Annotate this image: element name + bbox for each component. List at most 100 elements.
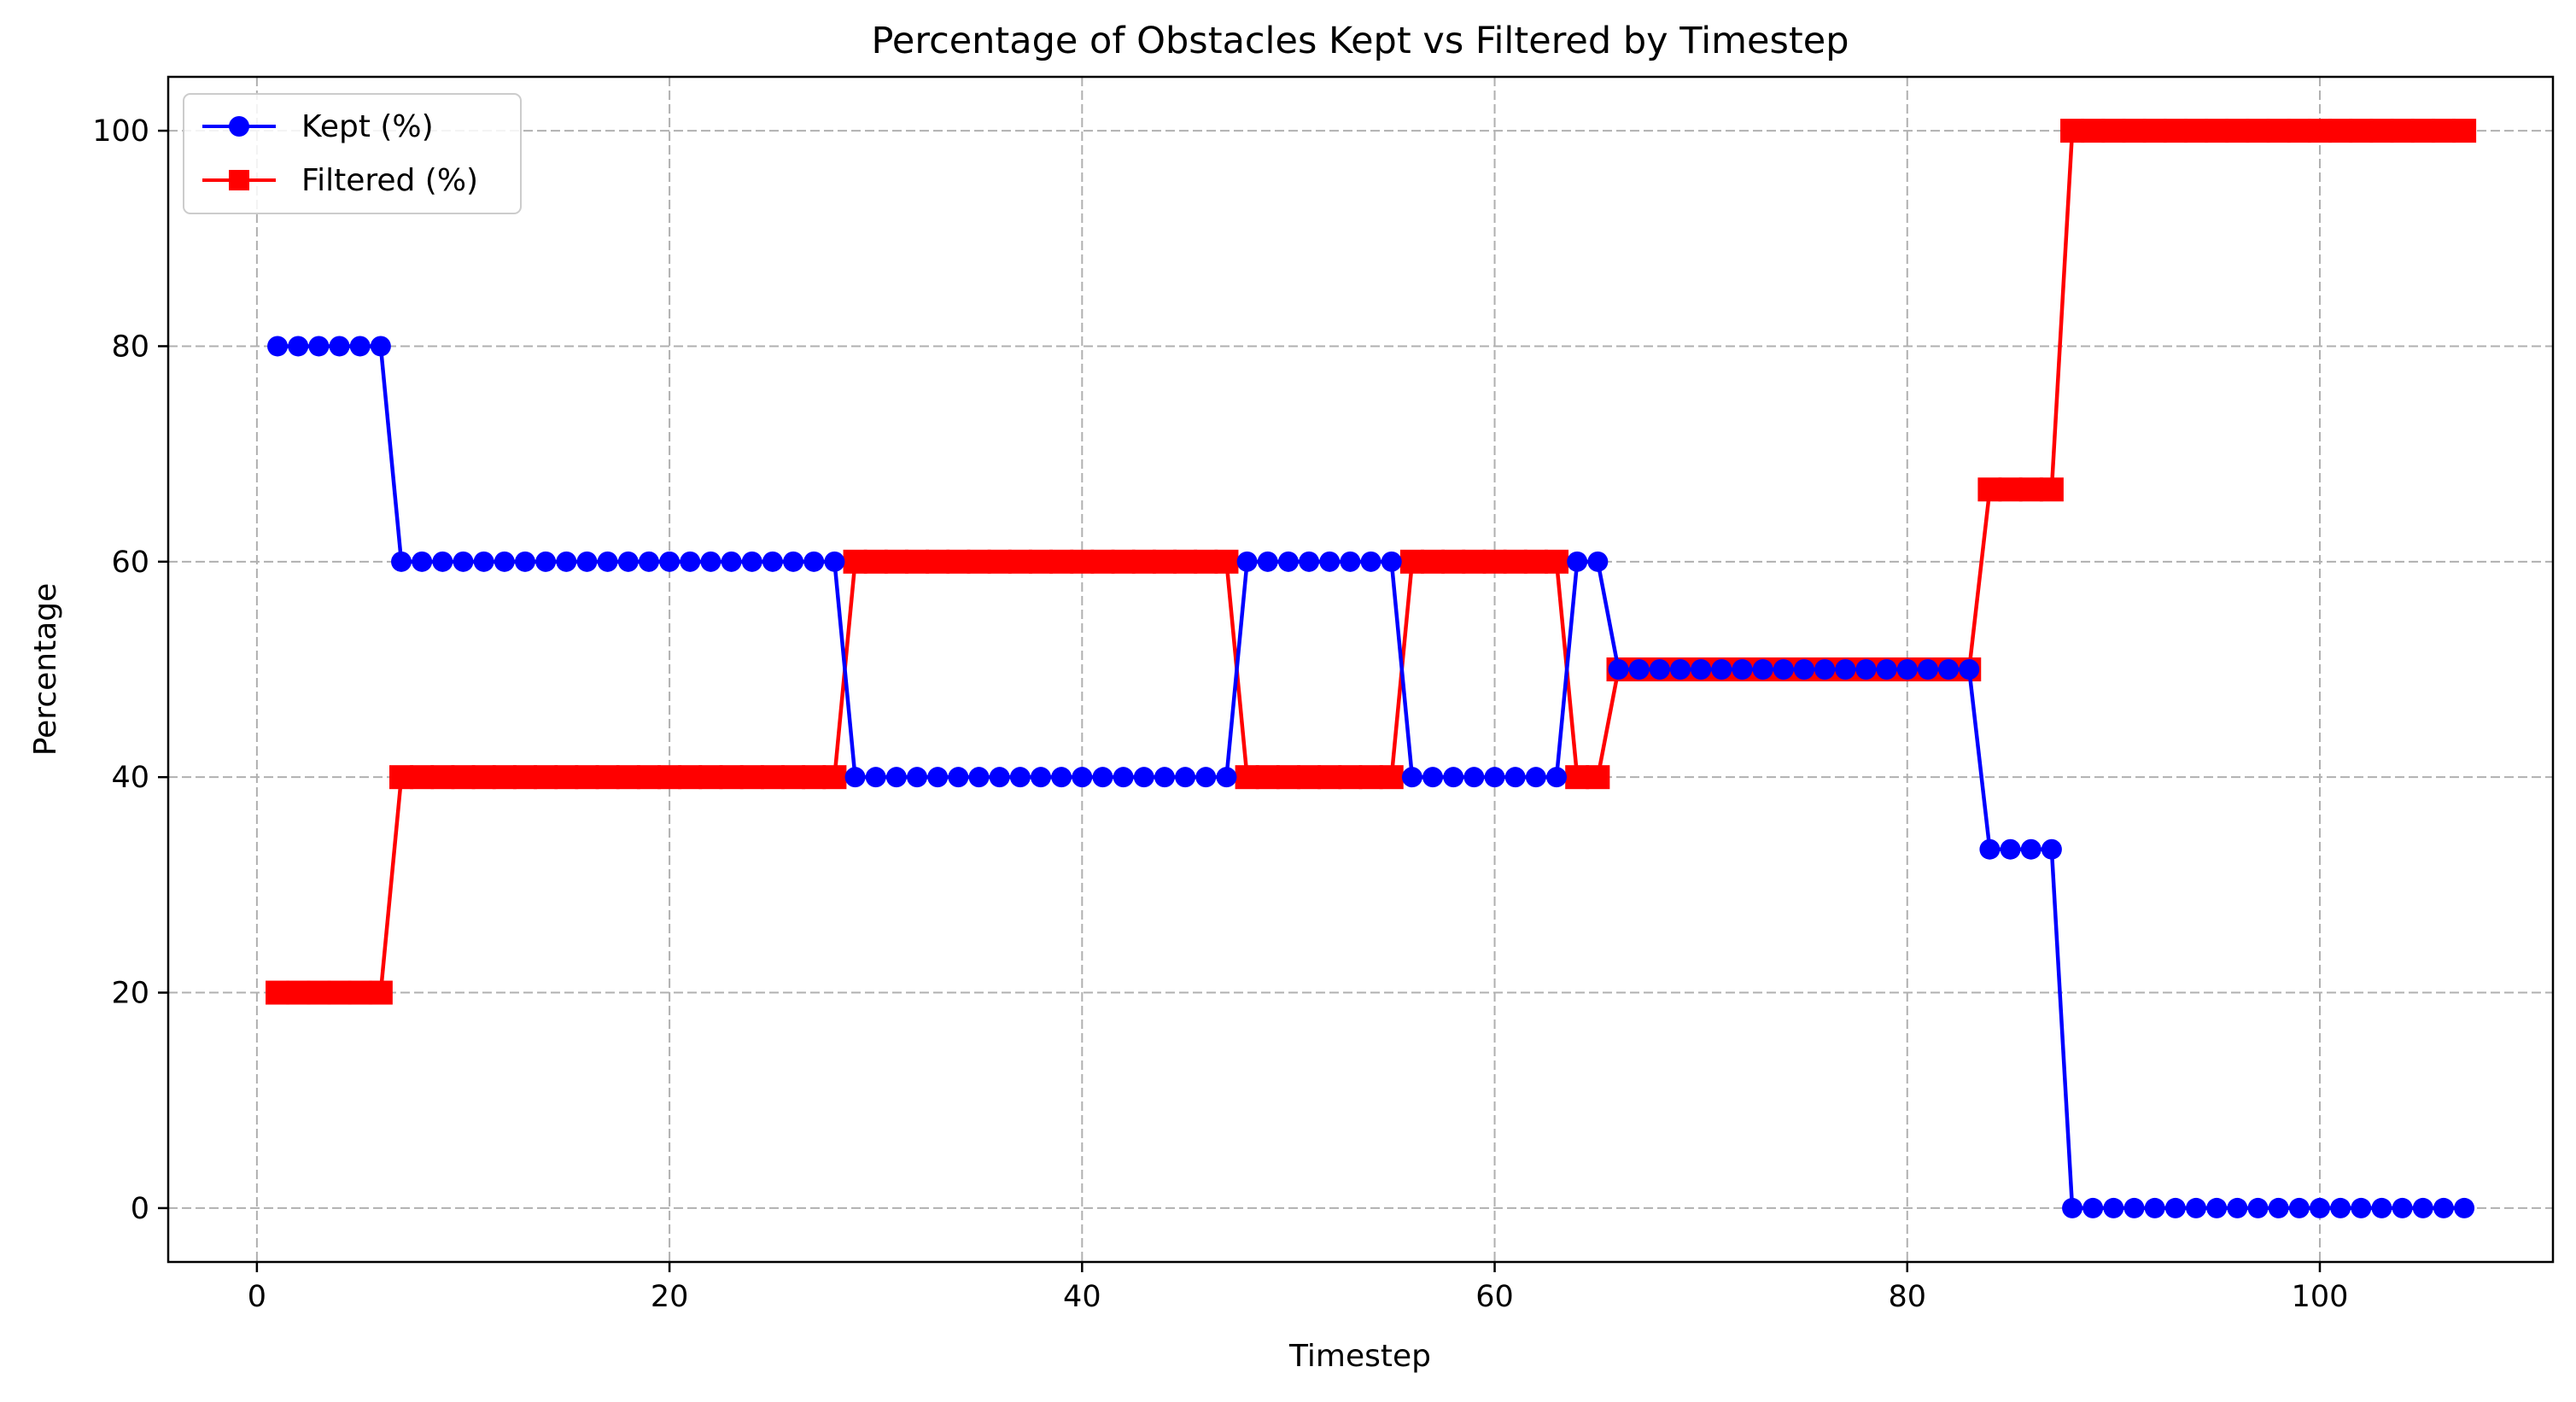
data-point (905, 549, 930, 574)
data-point (865, 767, 886, 788)
data-point (1587, 551, 1609, 572)
data-point (1008, 549, 1032, 574)
legend-filtered-label: Filtered (%) (301, 163, 478, 198)
data-point (1297, 765, 1322, 790)
data-point (1070, 549, 1095, 574)
data-point (844, 767, 866, 788)
data-point (1154, 767, 1175, 788)
data-point (597, 551, 618, 572)
data-point (989, 767, 1010, 788)
data-point (1422, 767, 1444, 788)
y-tick-label: 100 (92, 114, 149, 149)
data-point (2392, 1197, 2413, 1218)
data-point (948, 767, 969, 788)
data-point (2060, 119, 2085, 143)
data-point (1998, 477, 2023, 502)
data-point (329, 336, 350, 357)
data-point (2433, 1197, 2454, 1218)
data-point (1443, 767, 1464, 788)
data-point (2349, 119, 2374, 143)
data-point (1979, 838, 2001, 860)
y-tick-label: 80 (111, 330, 149, 364)
data-point (554, 765, 579, 790)
data-point (2410, 119, 2435, 143)
data-point (987, 549, 1012, 574)
data-point (2309, 1197, 2330, 1218)
data-point (2390, 119, 2415, 143)
data-point (307, 980, 331, 1005)
data-point (1276, 765, 1300, 790)
data-point (2184, 119, 2209, 143)
data-point (2186, 1197, 2207, 1218)
data-point (1482, 549, 1507, 574)
data-point (760, 765, 785, 790)
data-point (308, 336, 330, 357)
data-point (638, 551, 659, 572)
data-point (430, 765, 455, 790)
data-point (659, 551, 681, 572)
data-point (1319, 551, 1341, 572)
data-point (843, 549, 867, 574)
data-point (1711, 659, 1732, 680)
plot-frame (166, 75, 2555, 1264)
data-point (327, 980, 352, 1005)
data-point (1255, 765, 1280, 790)
data-point (1855, 659, 1877, 680)
data-point (1938, 659, 1960, 680)
data-point (1567, 551, 1588, 572)
data-point (2000, 838, 2021, 860)
data-point (410, 765, 435, 790)
x-axis-label: Timestep (1288, 1339, 1431, 1374)
data-point (863, 549, 888, 574)
axis-ticks: 0 20 40 60 80 100 0 20 40 60 80 100 (92, 114, 2348, 1314)
data-point (2206, 1197, 2228, 1218)
data-point (741, 551, 762, 572)
data-point (822, 765, 847, 790)
data-point (412, 551, 433, 572)
data-point (2288, 1197, 2310, 1218)
data-point (286, 980, 311, 1005)
data-point (451, 765, 476, 790)
data-point (535, 551, 557, 572)
data-point (803, 551, 825, 572)
data-point (1399, 549, 1424, 574)
data-point (680, 551, 701, 572)
data-point (2039, 477, 2064, 502)
data-point (1608, 659, 1629, 680)
data-point (2328, 119, 2353, 143)
data-point (2330, 1197, 2351, 1218)
data-point (2163, 119, 2188, 143)
data-point (1628, 659, 1650, 680)
data-point (1379, 765, 1404, 790)
data-point (2369, 119, 2394, 143)
data-point (1152, 549, 1177, 574)
data-point (1773, 659, 1794, 680)
data-point (267, 336, 289, 357)
data-point (2247, 1197, 2269, 1218)
data-point (2225, 119, 2250, 143)
data-point (1545, 549, 1569, 574)
data-point (1029, 549, 1054, 574)
data-point (556, 551, 577, 572)
data-point (1235, 765, 1259, 790)
data-point (1441, 549, 1466, 574)
data-point (1793, 659, 1814, 680)
data-point (884, 549, 908, 574)
legend-filtered-marker (229, 170, 249, 190)
series-filtered (266, 119, 2477, 1005)
legend-kept-marker (229, 116, 249, 137)
data-point (1277, 551, 1299, 572)
data-point (1896, 659, 1918, 680)
data-point (2412, 1197, 2433, 1218)
data-point (471, 765, 496, 790)
data-point (492, 765, 517, 790)
data-point (1649, 659, 1670, 680)
data-point (678, 765, 703, 790)
data-point (2227, 1197, 2248, 1218)
data-point (2062, 1197, 2083, 1218)
data-point (2454, 1197, 2475, 1218)
data-point (1835, 659, 1856, 680)
data-point (1194, 549, 1218, 574)
